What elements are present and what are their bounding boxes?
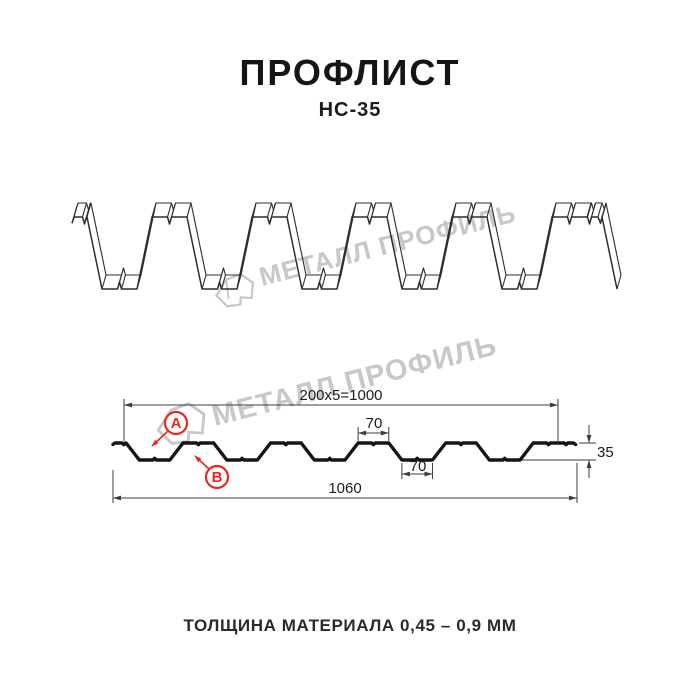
profile-cross-section	[111, 441, 578, 462]
watermark-text: МЕТАЛЛ ПРОФИЛЬ	[209, 330, 500, 433]
dimension-top-total-label: 200x5=1000	[300, 387, 383, 404]
dimension-valley-width-label: 70	[410, 458, 427, 475]
page-title: ПРОФЛИСТ	[239, 52, 461, 93]
dimension-height-label: 35	[597, 444, 614, 461]
watermarks: МЕТАЛЛ ПРОФИЛЬ МЕТАЛЛ ПРОФИЛЬ	[156, 198, 519, 446]
dimension-crest-width-label: 70	[366, 415, 383, 432]
callout-b-label: В	[212, 469, 223, 486]
dimension-overall-width-label: 1060	[328, 480, 361, 497]
metall-profil-logo-icon	[214, 272, 255, 308]
callout-arrows	[151, 410, 230, 490]
callout-a-label: А	[171, 415, 182, 432]
dimension-lines	[112, 399, 596, 503]
watermark-text: МЕТАЛЛ ПРОФИЛЬ	[256, 198, 519, 292]
profile-3d-view	[71, 202, 622, 290]
material-thickness-note: ТОЛЩИНА МАТЕРИАЛА 0,45 – 0,9 ММ	[183, 616, 517, 635]
profile-model-subtitle: НС-35	[318, 99, 382, 121]
